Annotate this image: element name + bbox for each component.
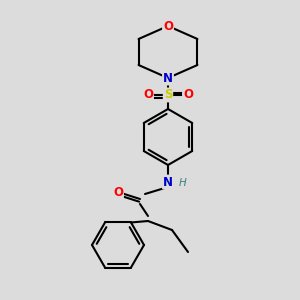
Text: O: O: [143, 88, 153, 101]
Text: S: S: [164, 88, 172, 101]
Text: O: O: [163, 20, 173, 32]
Text: N: N: [163, 71, 173, 85]
Text: O: O: [183, 88, 193, 101]
Text: H: H: [179, 178, 187, 188]
Text: O: O: [113, 185, 123, 199]
Text: N: N: [163, 176, 173, 188]
